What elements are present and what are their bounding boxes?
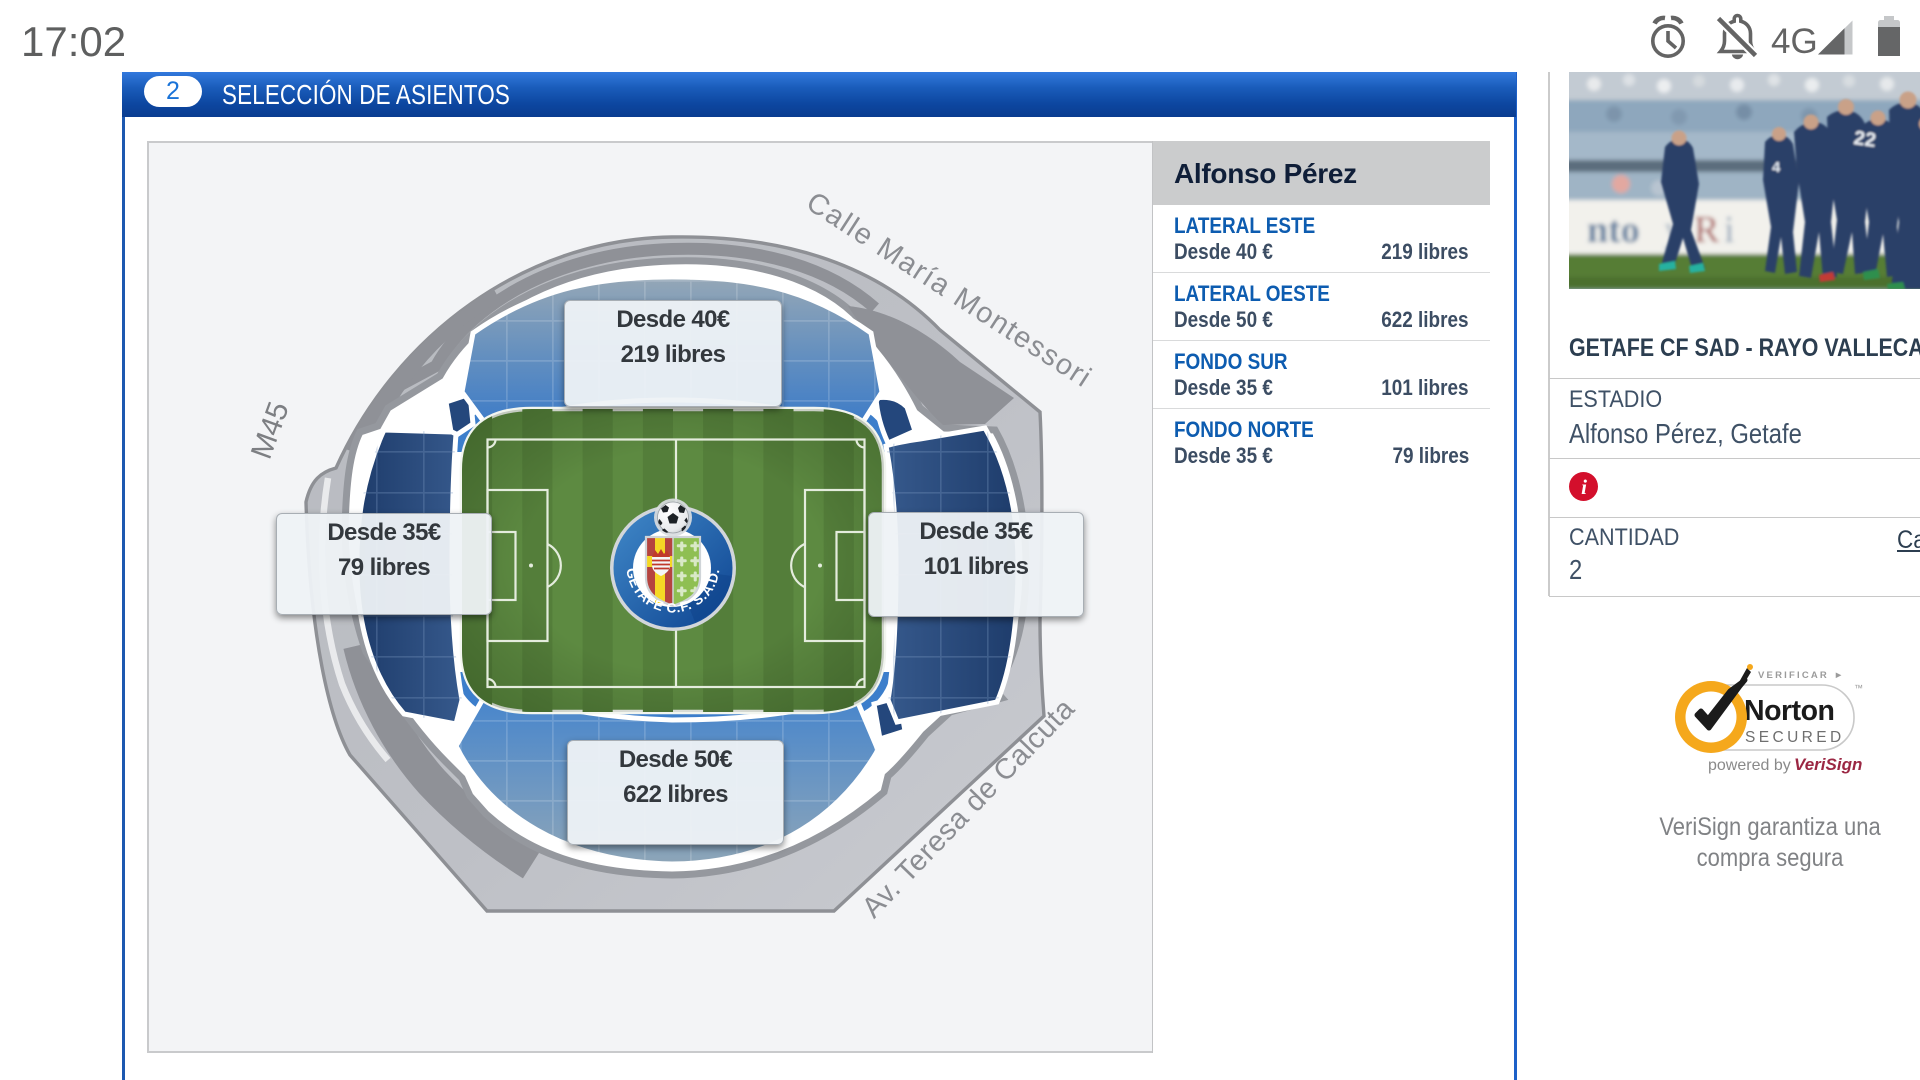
svg-text:nto: nto	[1587, 209, 1640, 251]
svg-text:4G: 4G	[1771, 22, 1818, 61]
svg-text:™: ™	[1854, 683, 1863, 693]
svg-text:22: 22	[1852, 127, 1877, 152]
svg-text:Norton: Norton	[1744, 695, 1834, 727]
svg-text:VeriSign: VeriSign	[1794, 755, 1862, 774]
svg-text:i: i	[1724, 209, 1735, 251]
svg-text:VERIFICAR ►: VERIFICAR ►	[1758, 670, 1845, 681]
svg-text:R: R	[1694, 209, 1720, 251]
svg-text:4: 4	[1772, 159, 1781, 176]
svg-text:i: i	[1581, 475, 1587, 499]
svg-text:SECURED: SECURED	[1745, 729, 1845, 746]
svg-text:powered by: powered by	[1708, 757, 1791, 774]
